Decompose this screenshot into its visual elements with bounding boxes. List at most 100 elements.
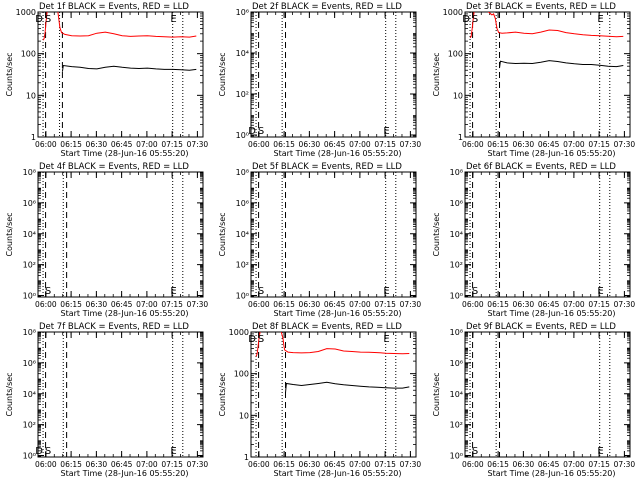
y-tick-label: 10² <box>236 90 249 99</box>
x-axis-label: Start Time (28-Jun-16 05:55:20) <box>488 149 616 158</box>
y-tick-label: 10² <box>23 261 36 270</box>
y-tick-label: 10⁸ <box>450 328 463 337</box>
panel-title: Det 1f BLACK = Events, RED = LLD <box>39 2 189 12</box>
x-tick-label: 06:45 <box>538 460 560 469</box>
x-tick-label: 07:30 <box>400 140 422 149</box>
x-tick-label: 07:30 <box>614 460 636 469</box>
x-tick-label: 07:00 <box>136 140 158 149</box>
x-tick-label: 06:15 <box>60 140 82 149</box>
y-tick-label: 10⁶ <box>236 8 249 17</box>
y-tick-label: 10⁰ <box>236 131 249 140</box>
y-tick-label: 100 <box>448 50 463 59</box>
start-marker-label: S <box>258 286 264 297</box>
y-tick-label: 10⁴ <box>450 230 463 239</box>
start-marker-label: S <box>258 126 264 137</box>
y-tick-label: 10² <box>23 421 36 430</box>
x-axis-label: Start Time (28-Jun-16 05:55:20) <box>61 469 189 478</box>
start-marker-label: S <box>258 334 264 345</box>
plot-frame <box>37 171 204 298</box>
x-axis-label: Start Time (28-Jun-16 05:55:20) <box>61 149 189 158</box>
x-tick-label: 07:00 <box>136 300 158 309</box>
x-tick-label: 07:00 <box>136 460 158 469</box>
x-tick-label: 06:00 <box>462 300 484 309</box>
x-axis-label: Start Time (28-Jun-16 05:55:20) <box>274 309 402 318</box>
plot-frame <box>37 331 204 458</box>
x-tick-label: 06:00 <box>248 140 270 149</box>
y-tick-label: 1 <box>244 453 249 462</box>
panel-title: Det 4f BLACK = Events, RED = LLD <box>39 162 189 172</box>
end-marker-label: E <box>597 286 603 297</box>
y-tick-label: 10⁶ <box>236 199 249 208</box>
y-axis-label: Counts/sec <box>218 372 227 416</box>
y-tick-label: 10² <box>450 261 463 270</box>
events-series-line <box>499 60 624 69</box>
x-tick-label: 07:15 <box>374 140 396 149</box>
x-tick-label: 06:00 <box>35 460 57 469</box>
y-axis-label: Counts/sec <box>432 372 441 416</box>
y-tick-label: 1 <box>458 133 463 142</box>
panel-title: Det 9f BLACK = Events, RED = LLD <box>466 322 616 332</box>
x-tick-label: 06:45 <box>111 140 133 149</box>
y-tick-label: 10⁶ <box>23 359 36 368</box>
detector-panel-1: Det 1f BLACK = Events, RED = LLD 1 10 100 10… <box>5 2 208 158</box>
y-tick-label: 10² <box>236 261 249 270</box>
panel-title: Det 7f BLACK = Events, RED = LLD <box>39 322 189 332</box>
x-tick-label: 06:00 <box>248 460 270 469</box>
detector-panel-6: Det 6f BLACK = Events, RED = LLD 10⁰ 10² 10… <box>432 162 635 318</box>
d-marker-label: D <box>462 14 470 25</box>
panel-title: Det 6f BLACK = Events, RED = LLD <box>466 162 616 172</box>
x-tick-label: 07:00 <box>349 460 371 469</box>
events-series-line <box>285 381 410 393</box>
x-axis-label: Start Time (28-Jun-16 05:55:20) <box>488 469 616 478</box>
x-tick-label: 06:15 <box>487 140 509 149</box>
x-tick-label: 06:30 <box>299 300 321 309</box>
start-marker-label: S <box>472 14 478 25</box>
x-tick-label: 06:30 <box>513 460 535 469</box>
x-tick-label: 06:45 <box>538 140 560 149</box>
plot-frame <box>464 331 631 458</box>
x-tick-label: 07:30 <box>187 140 209 149</box>
detector-panel-3: Det 3f BLACK = Events, RED = LLD 1 10 100 10… <box>432 2 635 158</box>
y-tick-label: 100 <box>234 370 249 379</box>
start-marker-label: S <box>45 286 51 297</box>
y-tick-label: 1000 <box>443 8 463 17</box>
y-axis-label: Counts/sec <box>5 372 14 416</box>
start-marker-label: S <box>472 446 478 457</box>
x-axis-label: Start Time (28-Jun-16 05:55:20) <box>274 149 402 158</box>
y-tick-label: 1000 <box>229 328 249 337</box>
x-tick-label: 06:30 <box>86 300 108 309</box>
y-tick-label: 10⁶ <box>450 199 463 208</box>
x-tick-label: 06:15 <box>487 300 509 309</box>
y-tick-label: 100 <box>21 50 36 59</box>
x-tick-label: 07:15 <box>374 460 396 469</box>
x-tick-label: 07:15 <box>588 140 610 149</box>
x-axis-label: Start Time (28-Jun-16 05:55:20) <box>274 469 402 478</box>
y-tick-label: 10⁴ <box>236 230 249 239</box>
plot-frame <box>464 11 631 138</box>
detector-panel-2: Det 2f BLACK = Events, RED = LLD 10⁰ 10² 10… <box>218 2 421 158</box>
panel-title: Det 2f BLACK = Events, RED = LLD <box>252 2 402 12</box>
d-marker-label: D <box>248 126 256 137</box>
plot-frame <box>250 171 417 298</box>
plot-frame <box>37 11 204 138</box>
y-axis-label: Counts/sec <box>5 212 14 256</box>
x-tick-label: 07:30 <box>187 300 209 309</box>
y-tick-label: 10⁸ <box>450 168 463 177</box>
y-tick-label: 10⁸ <box>236 168 249 177</box>
y-tick-label: 10 <box>26 91 36 100</box>
y-tick-label: 10⁸ <box>23 168 36 177</box>
x-tick-label: 07:00 <box>349 140 371 149</box>
start-marker-label: S <box>45 446 51 457</box>
x-tick-label: 06:00 <box>248 300 270 309</box>
end-marker-label: E <box>170 286 176 297</box>
end-marker-label: E <box>383 334 389 345</box>
y-tick-label: 10 <box>239 411 249 420</box>
y-axis-label: Counts/sec <box>432 52 441 96</box>
x-tick-label: 06:30 <box>299 460 321 469</box>
panel-title: Det 8f BLACK = Events, RED = LLD <box>252 322 402 332</box>
end-marker-label: E <box>383 286 389 297</box>
x-tick-label: 06:30 <box>513 140 535 149</box>
x-tick-label: 06:00 <box>462 140 484 149</box>
y-axis-label: Counts/sec <box>218 52 227 96</box>
x-tick-label: 06:30 <box>513 300 535 309</box>
